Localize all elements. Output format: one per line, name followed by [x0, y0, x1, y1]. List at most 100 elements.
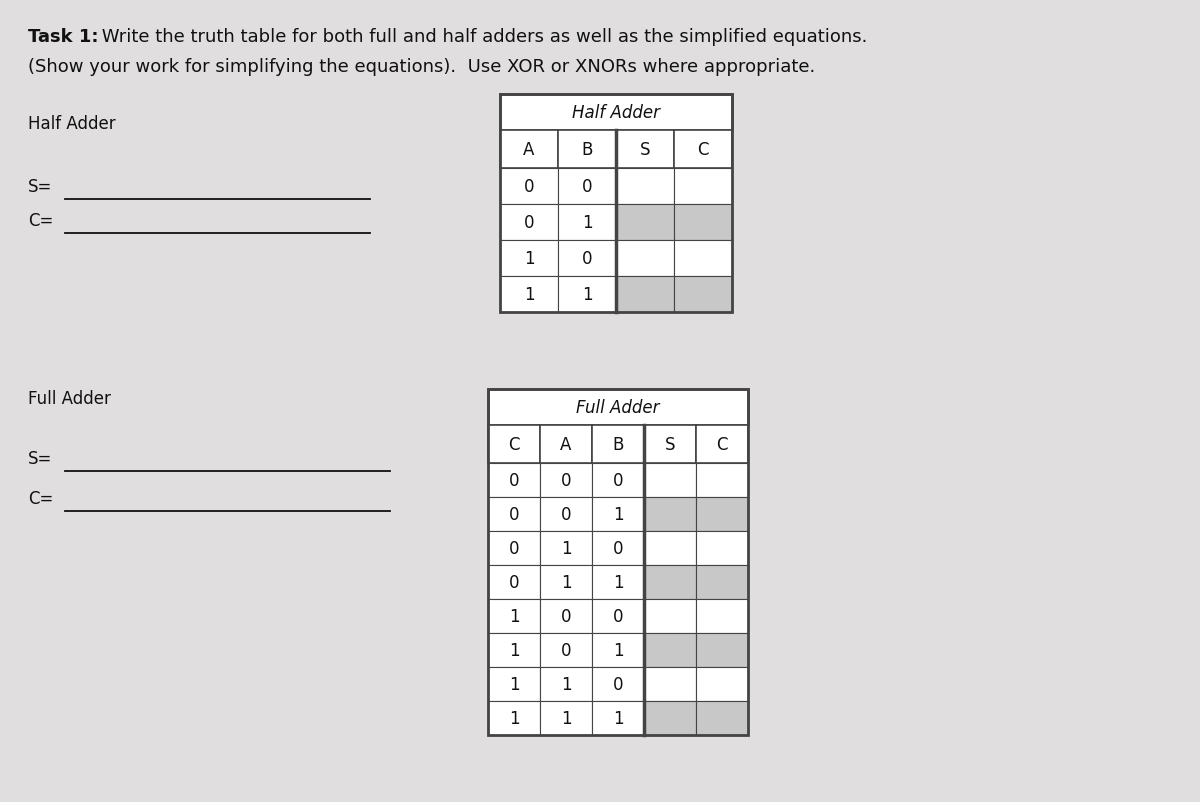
Bar: [558, 205, 616, 241]
Bar: [500, 277, 558, 313]
Text: 1: 1: [509, 709, 520, 727]
Text: (Show your work for simplifying the equations).  Use XOR or XNORs where appropri: (Show your work for simplifying the equa…: [28, 58, 815, 76]
Text: 0: 0: [613, 607, 623, 626]
Text: 0: 0: [509, 505, 520, 524]
Text: C: C: [509, 435, 520, 453]
Bar: [644, 634, 696, 667]
Bar: [696, 565, 748, 599]
Bar: [488, 497, 540, 532]
Text: Write the truth table for both full and half adders as well as the simplified eq: Write the truth table for both full and …: [96, 28, 868, 46]
Bar: [616, 131, 674, 168]
Text: 1: 1: [523, 249, 534, 268]
Text: S: S: [665, 435, 676, 453]
Bar: [592, 634, 644, 667]
Text: 1: 1: [582, 214, 593, 232]
Bar: [500, 205, 558, 241]
Text: 0: 0: [613, 539, 623, 557]
Text: 1: 1: [523, 286, 534, 304]
Text: B: B: [581, 141, 593, 159]
Text: 1: 1: [509, 642, 520, 659]
Bar: [488, 390, 748, 735]
Bar: [558, 277, 616, 313]
Bar: [592, 667, 644, 701]
Bar: [644, 599, 696, 634]
Bar: [674, 205, 732, 241]
Bar: [488, 464, 540, 497]
Text: 0: 0: [560, 607, 571, 626]
Bar: [488, 532, 540, 565]
Text: Full Adder: Full Adder: [28, 390, 110, 407]
Text: Full Adder: Full Adder: [576, 399, 660, 416]
Text: A: A: [560, 435, 571, 453]
Bar: [488, 599, 540, 634]
Text: 1: 1: [613, 573, 623, 591]
Text: 0: 0: [523, 178, 534, 196]
Bar: [500, 95, 732, 313]
Text: Half Adder: Half Adder: [572, 104, 660, 122]
Bar: [592, 565, 644, 599]
Bar: [540, 532, 592, 565]
Bar: [558, 168, 616, 205]
Bar: [500, 95, 732, 131]
Bar: [540, 634, 592, 667]
Bar: [696, 701, 748, 735]
Bar: [592, 464, 644, 497]
Text: 0: 0: [613, 472, 623, 489]
Text: 0: 0: [509, 573, 520, 591]
Bar: [644, 701, 696, 735]
Bar: [644, 667, 696, 701]
Text: 0: 0: [582, 249, 593, 268]
Text: 1: 1: [582, 286, 593, 304]
Text: 0: 0: [613, 675, 623, 693]
Bar: [644, 497, 696, 532]
Text: S=: S=: [28, 449, 53, 468]
Text: Half Adder: Half Adder: [28, 115, 115, 133]
Bar: [592, 701, 644, 735]
Text: A: A: [523, 141, 535, 159]
Bar: [500, 241, 558, 277]
Text: C=: C=: [28, 489, 53, 508]
Bar: [644, 426, 696, 464]
Bar: [616, 241, 674, 277]
Text: 0: 0: [560, 642, 571, 659]
Bar: [540, 464, 592, 497]
Text: Task 1:: Task 1:: [28, 28, 98, 46]
Text: 1: 1: [560, 573, 571, 591]
Bar: [644, 464, 696, 497]
Bar: [488, 390, 748, 426]
Bar: [540, 565, 592, 599]
Text: 0: 0: [509, 472, 520, 489]
Text: 0: 0: [560, 472, 571, 489]
Bar: [488, 565, 540, 599]
Bar: [488, 634, 540, 667]
Text: 1: 1: [560, 675, 571, 693]
Bar: [674, 241, 732, 277]
Bar: [616, 168, 674, 205]
Bar: [592, 532, 644, 565]
Bar: [696, 464, 748, 497]
Bar: [696, 599, 748, 634]
Text: 1: 1: [509, 607, 520, 626]
Bar: [488, 426, 540, 464]
Text: 1: 1: [613, 505, 623, 524]
Bar: [644, 532, 696, 565]
Text: 1: 1: [613, 642, 623, 659]
Bar: [540, 426, 592, 464]
Text: C: C: [716, 435, 727, 453]
Bar: [540, 599, 592, 634]
Bar: [696, 426, 748, 464]
Bar: [488, 701, 540, 735]
Text: 1: 1: [560, 709, 571, 727]
Text: 0: 0: [560, 505, 571, 524]
Bar: [696, 634, 748, 667]
Bar: [500, 131, 558, 168]
Bar: [674, 131, 732, 168]
Text: 1: 1: [613, 709, 623, 727]
Bar: [644, 565, 696, 599]
Text: S: S: [640, 141, 650, 159]
Bar: [488, 667, 540, 701]
Bar: [540, 497, 592, 532]
Text: 1: 1: [509, 675, 520, 693]
Bar: [558, 241, 616, 277]
Bar: [616, 277, 674, 313]
